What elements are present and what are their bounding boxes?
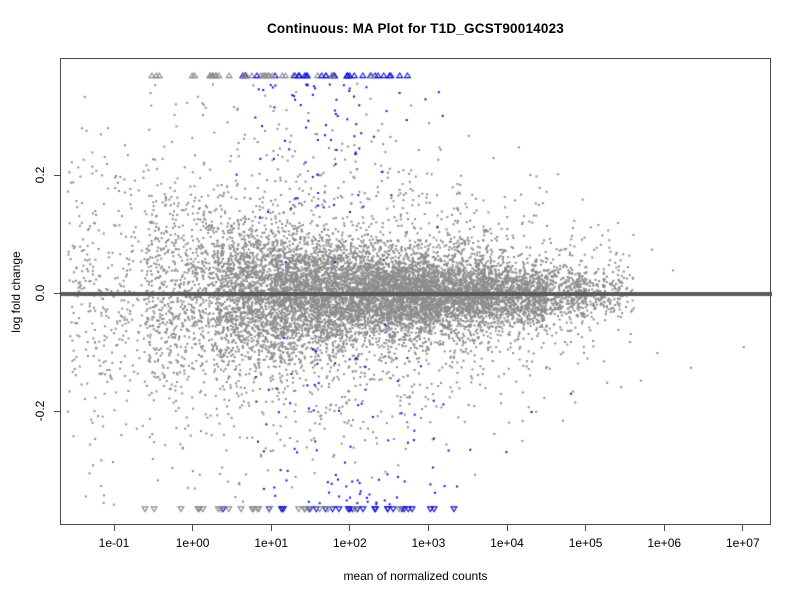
x-tick-label: 1e+05 [568,536,603,550]
x-tick-label: 1e+04 [490,536,524,550]
x-tick-mark [663,525,665,531]
x-tick-mark [270,525,272,531]
x-tick-label: 1e+02 [332,536,367,550]
x-tick-label: 1e+01 [254,536,289,550]
plot-title: Continuous: MA Plot for T1D_GCST90014023 [266,21,565,36]
scatter-canvas [61,59,772,526]
x-tick-label: 1e+00 [175,536,210,550]
x-tick-label: 1e+07 [725,536,760,550]
x-tick-mark [427,525,429,531]
y-tick-mark [54,410,60,412]
x-tick-mark [506,525,508,531]
y-axis-label: log fold change [9,251,23,333]
x-axis-label: mean of normalized counts [343,569,488,583]
x-tick-mark [349,525,351,531]
x-tick-label: 1e+06 [647,536,682,550]
x-tick-mark [585,525,587,531]
x-tick-mark [742,525,744,531]
y-tick-label: 0.2 [33,166,47,184]
y-tick-mark [54,292,60,294]
y-tick-mark [54,174,60,176]
plot-area [60,58,772,526]
x-tick-label: 1e+03 [411,536,446,550]
y-tick-label: 0.0 [33,284,47,302]
x-tick-label: 1e-01 [98,536,130,550]
x-tick-mark [192,525,194,531]
x-tick-mark [113,525,115,531]
y-tick-label: -0.2 [33,400,47,422]
